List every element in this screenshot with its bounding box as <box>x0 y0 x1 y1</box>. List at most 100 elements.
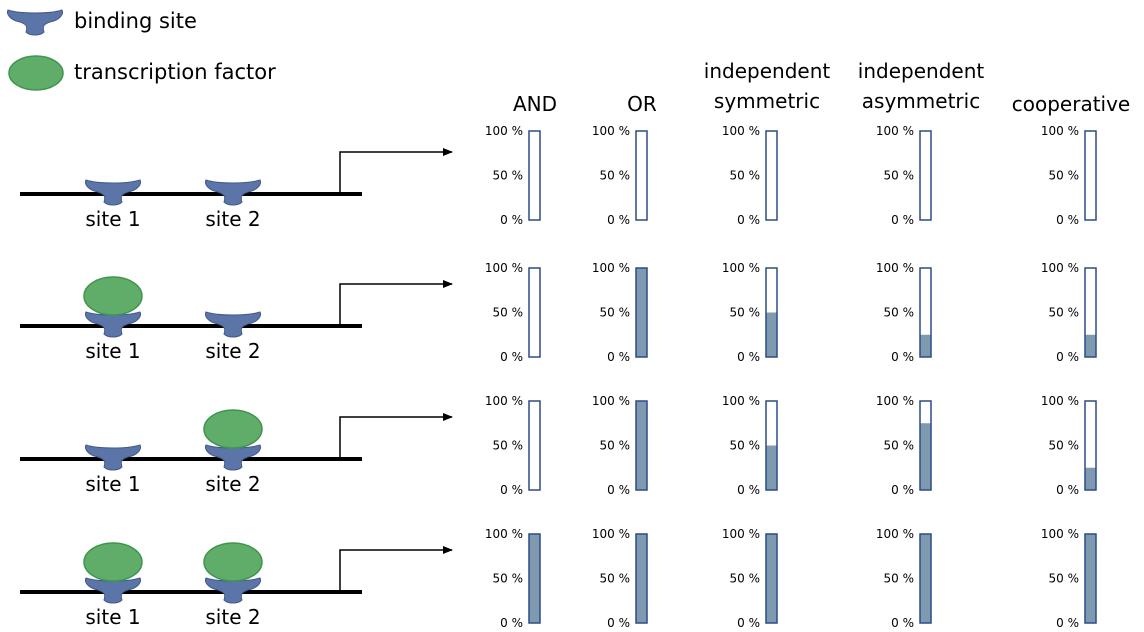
bar-tick-label: 100 % <box>722 261 760 275</box>
bar-tick-label: 0 % <box>500 350 523 364</box>
binding-site-icon <box>205 311 261 338</box>
site-label: site 1 <box>85 207 140 231</box>
bar-tick-label: 100 % <box>722 124 760 138</box>
expression-bar-fill <box>766 534 777 623</box>
transcription-factor-site2 <box>203 409 263 449</box>
bar-tick-label: 100 % <box>876 527 914 541</box>
column-title-line: symmetric <box>714 89 820 113</box>
bar-tick-label: 0 % <box>1056 616 1079 630</box>
expression-bar-fill <box>920 423 931 490</box>
expression-bar-frame <box>919 400 932 491</box>
column-title-line: asymmetric <box>862 89 980 113</box>
expression-bar-frame <box>528 533 541 624</box>
bar-tick-label: 100 % <box>485 394 523 408</box>
binding-site-icon <box>205 444 261 471</box>
bar-tick-label: 100 % <box>722 394 760 408</box>
bar-tick-label: 50 % <box>730 572 761 586</box>
expression-bar-frame <box>765 267 778 358</box>
site-label: site 1 <box>85 472 140 496</box>
bar-tick-label: 100 % <box>485 261 523 275</box>
bar-tick-label: 50 % <box>600 439 631 453</box>
site-label: site 2 <box>205 472 260 496</box>
expression-bar-fill <box>1085 334 1096 357</box>
expression-bar-fill <box>636 401 647 490</box>
bar-tick-label: 50 % <box>600 306 631 320</box>
column-title-line: cooperative <box>1012 92 1131 116</box>
expression-bar-fill <box>636 268 647 357</box>
site-label: site 2 <box>205 605 260 629</box>
bar-tick-label: 100 % <box>592 527 630 541</box>
expression-bar-frame <box>919 130 932 221</box>
bar-tick-label: 0 % <box>891 213 914 227</box>
binding-site-icon <box>205 179 261 206</box>
column-title-line: OR <box>627 92 657 116</box>
bar-tick-label: 50 % <box>884 169 915 183</box>
column-title-line: independent <box>704 59 831 83</box>
site-label: site 1 <box>85 339 140 363</box>
expression-bar-frame <box>528 267 541 358</box>
expression-bar-frame <box>919 533 932 624</box>
column-titles: AND OR independent symmetric independent asym… <box>513 59 1130 116</box>
bar-tick-label: 100 % <box>1041 261 1079 275</box>
bar-tick-label: 50 % <box>600 572 631 586</box>
legend-transcription-factor-label: transcription factor <box>74 60 276 84</box>
bar-tick-label: 50 % <box>493 572 524 586</box>
regulation-row: site 1 site 2 100 % 50 % 0 % 100 % 50 % 0 % 100 … <box>20 527 1097 630</box>
bar-tick-label: 50 % <box>493 169 524 183</box>
site-label: site 2 <box>205 339 260 363</box>
expression-bar-frame <box>765 400 778 491</box>
binding-site-icon <box>7 9 63 36</box>
regulation-row: site 1 site 2 100 % 50 % 0 % 100 % 50 % 0 % 100 … <box>20 261 1097 364</box>
expression-bar-frame <box>1084 267 1097 358</box>
expression-bar-frame <box>635 267 648 358</box>
transcription-factor-site2 <box>203 542 263 582</box>
legend-binding-site-label: binding site <box>74 9 197 33</box>
bar-tick-label: 50 % <box>730 306 761 320</box>
bar-tick-label: 100 % <box>485 527 523 541</box>
expression-bar-frame <box>635 130 648 221</box>
bar-tick-label: 100 % <box>1041 527 1079 541</box>
bar-tick-label: 0 % <box>1056 213 1079 227</box>
bar-tick-label: 100 % <box>592 124 630 138</box>
bar-tick-label: 100 % <box>876 394 914 408</box>
bar-tick-label: 0 % <box>1056 350 1079 364</box>
column-title-line: AND <box>513 92 557 116</box>
promoter-arrow <box>339 413 453 459</box>
bar-tick-label: 0 % <box>500 213 523 227</box>
binding-site-icon <box>205 577 261 604</box>
expression-bar-fill <box>920 534 931 623</box>
legend: binding site transcription factor <box>7 9 276 91</box>
expression-bar-frame <box>635 533 648 624</box>
binding-site-icon <box>85 311 141 338</box>
bar-tick-label: 50 % <box>1049 572 1080 586</box>
expression-bar-frame <box>765 130 778 221</box>
bar-tick-label: 50 % <box>493 439 524 453</box>
bar-tick-label: 100 % <box>876 261 914 275</box>
bar-tick-label: 0 % <box>500 616 523 630</box>
bar-tick-label: 0 % <box>737 213 760 227</box>
bar-tick-label: 50 % <box>1049 439 1080 453</box>
column-title-line: independent <box>858 59 985 83</box>
promoter-arrow <box>339 280 453 326</box>
bar-tick-label: 0 % <box>891 483 914 497</box>
promoter-arrow <box>339 148 453 194</box>
rows: site 1 site 2 100 % 50 % 0 % 100 % 50 % 0 % 100 … <box>20 124 1097 630</box>
expression-bar-frame <box>765 533 778 624</box>
expression-bar-frame <box>1084 533 1097 624</box>
expression-bar-fill <box>766 312 777 357</box>
bar-tick-label: 0 % <box>500 483 523 497</box>
expression-bar-frame <box>919 267 932 358</box>
site-label: site 2 <box>205 207 260 231</box>
expression-bar-fill <box>1085 467 1096 490</box>
bar-tick-label: 0 % <box>737 350 760 364</box>
bar-tick-label: 0 % <box>607 213 630 227</box>
bar-tick-label: 50 % <box>884 439 915 453</box>
bar-tick-label: 0 % <box>607 483 630 497</box>
bar-tick-label: 50 % <box>493 306 524 320</box>
bar-tick-label: 0 % <box>607 350 630 364</box>
binding-site-icon <box>85 179 141 206</box>
bar-tick-label: 0 % <box>737 483 760 497</box>
expression-bar-fill <box>636 534 647 623</box>
bar-tick-label: 50 % <box>600 169 631 183</box>
